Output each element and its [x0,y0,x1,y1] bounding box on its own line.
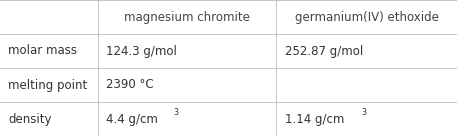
Text: 1.14 g/cm: 1.14 g/cm [285,112,344,126]
Text: 252.87 g/mol: 252.87 g/mol [285,44,363,58]
Text: magnesium chromite: magnesium chromite [124,10,250,24]
Text: 3: 3 [361,108,367,117]
Text: melting point: melting point [8,78,87,92]
Text: molar mass: molar mass [8,44,77,58]
Text: density: density [8,112,52,126]
Text: 2390 °C: 2390 °C [106,78,154,92]
Text: 124.3 g/mol: 124.3 g/mol [106,44,177,58]
Text: germanium(IV) ethoxide: germanium(IV) ethoxide [295,10,439,24]
Text: 3: 3 [173,108,178,117]
Text: 4.4 g/cm: 4.4 g/cm [106,112,159,126]
